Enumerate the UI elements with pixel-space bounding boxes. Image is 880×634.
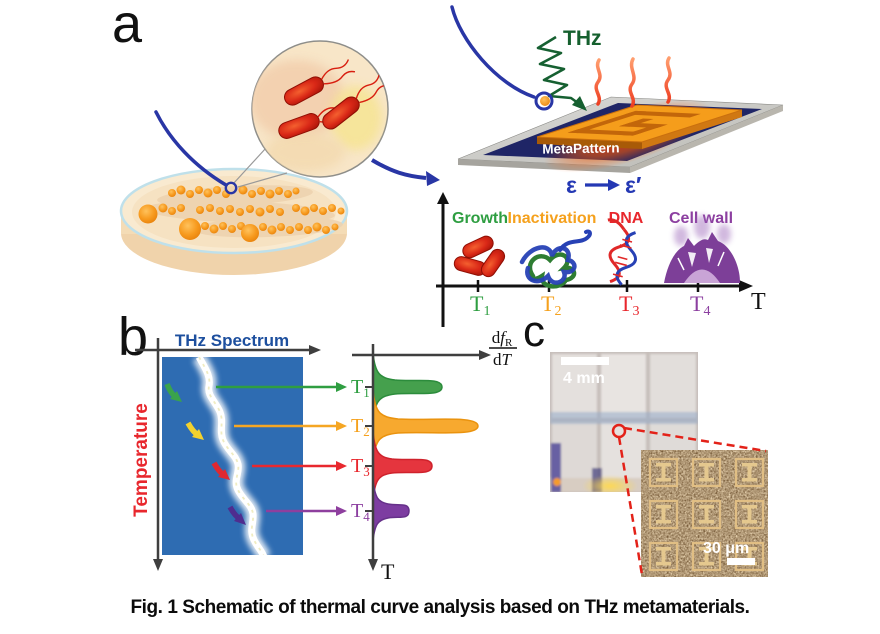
temperature-axis-label: Temperature: [131, 403, 152, 517]
tick-label-t4: T4: [690, 291, 710, 319]
scale-bar-30um: [727, 558, 755, 565]
shift-arrow-purple-icon: [227, 505, 246, 525]
peak-t1: [372, 352, 443, 422]
temp-label-t1: T1: [351, 376, 370, 400]
right-arrow-icon: [479, 350, 491, 360]
epsilon-transition: ε ε′: [566, 172, 642, 198]
microscope-inset: 30 μm: [641, 450, 768, 577]
spectrum-title: THz Spectrum: [175, 331, 289, 350]
metapattern-label: MetaPattern: [542, 140, 620, 156]
stage-label-inactivation: Inactivation: [508, 210, 597, 227]
right-arrow-icon: [309, 345, 321, 355]
bacterium-icon: [284, 59, 356, 106]
derivative-peaks-plot: T dfR dT: [352, 328, 517, 584]
tick-label-t2: T2: [541, 291, 561, 319]
panel-c-label: c: [523, 307, 545, 356]
probe-wire: [450, 5, 554, 111]
shift-arrow-yellow-icon: [185, 421, 204, 440]
zoom-callout: [611, 423, 767, 576]
cell-wall-icon: [664, 215, 740, 283]
temp-label-t3: T3: [351, 455, 370, 479]
shift-arrow-green-icon: [164, 382, 182, 402]
resonance-trace-band: [192, 357, 271, 555]
thz-wave-arrow: [536, 35, 587, 111]
stage-label-growth: Growth: [452, 210, 508, 227]
metamaterial-chip: MetaPattern: [457, 96, 784, 173]
svg-text:dT: dT: [493, 350, 513, 369]
right-arrow-icon: [608, 179, 620, 191]
temperature-pointer-arrows: [216, 382, 347, 516]
svg-text:dfR: dfR: [492, 328, 513, 349]
epsilon-after: ε′: [625, 172, 642, 198]
magnifier-leader-line: [237, 172, 288, 188]
scale-bar-4mm: [561, 357, 609, 365]
derivative-fraction-label: dfR dT: [489, 328, 517, 369]
down-arrow-icon: [368, 559, 378, 571]
scale-label-30um: 30 μm: [703, 540, 749, 557]
temperature-stages-axis: T: [436, 192, 766, 327]
growth-bacteria-icon: [453, 235, 506, 278]
tick-label-t1: T1: [470, 291, 490, 319]
temp-label-t4: T4: [351, 500, 370, 524]
t-axis-label: T: [381, 559, 395, 584]
unit-cell-array: [648, 457, 765, 572]
inoculation-loop: [154, 110, 238, 195]
peak-t2: [372, 389, 479, 463]
stage-label-dna: DNA: [609, 210, 644, 227]
magnified-bacteria-view: [251, 40, 389, 178]
thz-label: THz: [563, 27, 602, 50]
panel-a-label: a: [112, 0, 143, 54]
shift-arrow-red-icon: [211, 461, 230, 480]
scale-label-4mm: 4 mm: [563, 370, 605, 387]
panel-b-label: b: [118, 307, 148, 367]
heat-waves-icon: [594, 56, 672, 108]
down-arrow-icon: [153, 559, 163, 571]
magnifier-leader-line: [232, 147, 267, 185]
thz-spectrum-map: THz Spectrum Temperature: [131, 331, 321, 571]
axis-label-T: T: [751, 289, 766, 315]
meander-resonator-pattern: [567, 110, 701, 136]
figure-caption: Fig. 1 Schematic of thermal curve analys…: [130, 597, 750, 618]
up-arrow-icon: [437, 192, 449, 204]
petri-dish: [119, 167, 349, 275]
bacterium-icon: [322, 74, 388, 130]
right-arrow-icon: [739, 280, 753, 292]
flow-arrow-icon: [370, 158, 440, 186]
temp-label-t2: T2: [351, 415, 370, 439]
tick-label-t3: T3: [619, 291, 639, 319]
figure-canvas: a: [112, 0, 784, 584]
bacterial-colonies: [138, 185, 345, 242]
dna-helix-icon: [607, 218, 637, 286]
denatured-protein-icon: [519, 229, 592, 289]
peak-t3: [372, 431, 433, 501]
epsilon-before: ε: [566, 172, 577, 198]
zoom-target-circle: [611, 423, 627, 439]
peak-t4: [372, 479, 410, 541]
